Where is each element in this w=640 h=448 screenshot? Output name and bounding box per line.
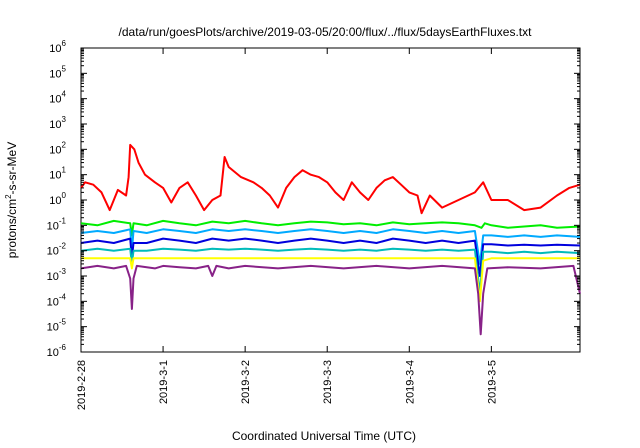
x-tick-label: 2019-3-3 bbox=[322, 360, 334, 404]
series-line-5 bbox=[80, 247, 581, 295]
series-line-3 bbox=[80, 228, 581, 265]
y-tick-label: 10-4 bbox=[47, 292, 67, 308]
y-axis-label: protons/cm2-s-sr-MeV bbox=[4, 142, 19, 258]
x-tick-label: 2019-3-4 bbox=[404, 360, 416, 404]
chart-title: /data/run/goesPlots/archive/2019-03-05/2… bbox=[119, 25, 533, 39]
y-tick-label: 104 bbox=[49, 90, 66, 106]
series-line-7 bbox=[80, 264, 581, 336]
y-tick-label: 10-6 bbox=[47, 343, 67, 359]
series-line-6 bbox=[81, 257, 580, 303]
y-tick-label: 100 bbox=[49, 191, 66, 207]
x-tick-label: 2019-3-1 bbox=[158, 360, 170, 404]
y-tick-label: 105 bbox=[49, 64, 66, 80]
x-tick-label: 2019-3-5 bbox=[486, 360, 498, 404]
y-tick-label: 103 bbox=[49, 115, 66, 131]
series-line-2 bbox=[80, 219, 581, 237]
y-axis: 10-6 10-5 10-4 10-3 10-2 10-1 100 101 102 103 104 1… bbox=[47, 39, 580, 359]
x-axis-label: Coordinated Universal Time (UTC) bbox=[232, 429, 416, 443]
y-tick-label: 10-3 bbox=[47, 267, 67, 283]
x-tick-label: 2019-2-28 bbox=[76, 360, 88, 410]
y-tick-label: 106 bbox=[49, 39, 66, 55]
x-axis: 2019-2-28 2019-3-1 2019-3-2 2019-3-3 2019-3-… bbox=[76, 48, 498, 410]
series-layer bbox=[80, 143, 581, 336]
series-line-1 bbox=[80, 143, 581, 215]
y-tick-label: 10-1 bbox=[47, 216, 67, 232]
series-line-4 bbox=[80, 237, 581, 277]
y-tick-label: 101 bbox=[49, 166, 66, 182]
y-tick-label: 10-2 bbox=[47, 242, 67, 258]
x-tick-label: 2019-3-2 bbox=[240, 360, 252, 404]
y-tick-label: 102 bbox=[49, 140, 66, 156]
y-tick-label: 10-5 bbox=[47, 318, 67, 334]
